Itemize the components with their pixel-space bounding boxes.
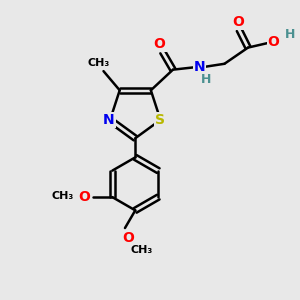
- Text: N: N: [194, 60, 205, 74]
- Text: N: N: [103, 113, 114, 127]
- Text: S: S: [155, 113, 166, 127]
- Text: O: O: [78, 190, 90, 204]
- Text: CH₃: CH₃: [130, 245, 152, 255]
- Text: CH₃: CH₃: [51, 190, 74, 201]
- Text: H: H: [285, 28, 295, 41]
- Text: H: H: [201, 73, 211, 85]
- Text: O: O: [268, 35, 280, 49]
- Text: CH₃: CH₃: [88, 58, 110, 68]
- Text: O: O: [154, 37, 166, 51]
- Text: O: O: [232, 15, 244, 29]
- Text: O: O: [122, 231, 134, 245]
